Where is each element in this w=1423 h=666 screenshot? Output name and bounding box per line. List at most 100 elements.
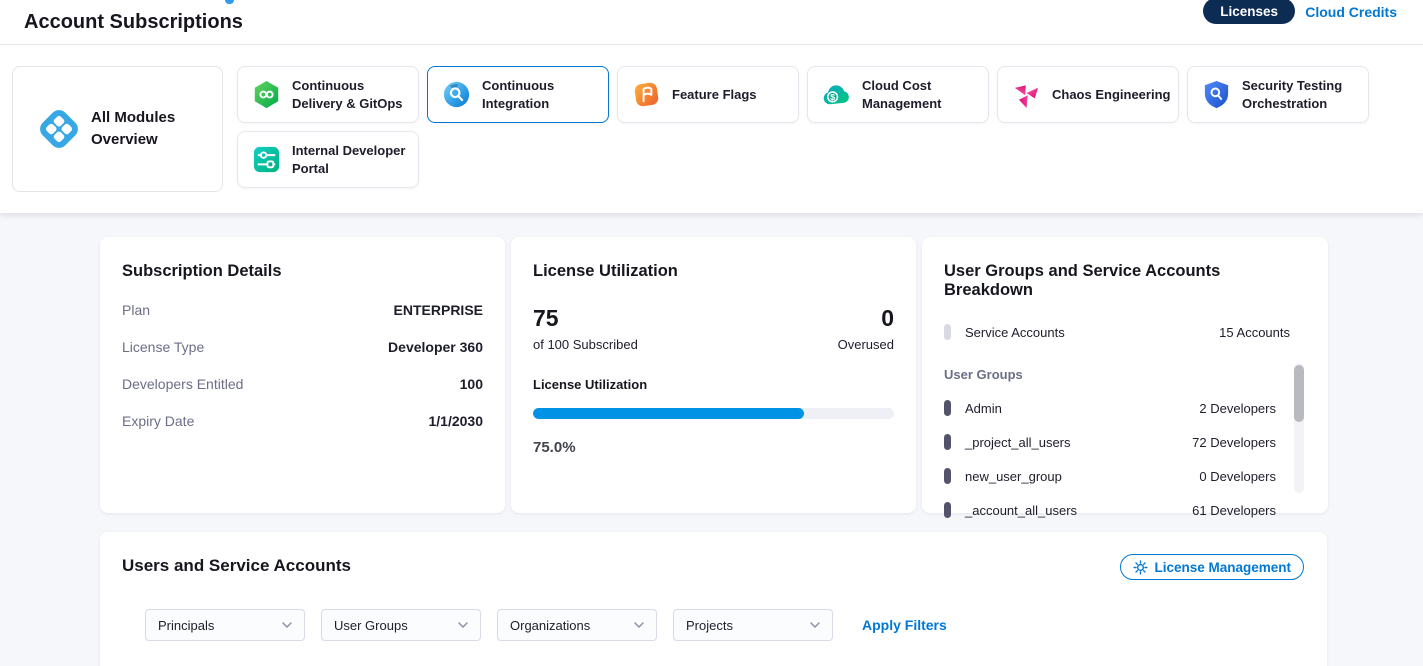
module-label: Continuous Integration <box>482 77 602 112</box>
license-management-label: License Management <box>1154 560 1291 575</box>
user-group-value: 2 Developers <box>1199 401 1276 416</box>
users-service-accounts-card: Users and Service Accounts License Manag… <box>100 532 1327 666</box>
module-card-chaos-engineering[interactable]: Chaos Engineering <box>997 66 1179 123</box>
filters-row: Principals User Groups Organizations Pro… <box>145 609 1305 641</box>
utilization-percent-label: 75.0% <box>533 439 894 456</box>
module-label: Feature Flags <box>672 86 792 104</box>
summary-cards-row: Subscription Details Plan ENTERPRISE Lic… <box>100 237 1423 513</box>
breakdown-title: User Groups and Service Accounts Breakdo… <box>944 262 1306 300</box>
plan-value: ENTERPRISE <box>394 302 483 318</box>
module-label: Cloud Cost Management <box>862 77 982 112</box>
user-group-marker <box>944 502 951 518</box>
user-group-marker <box>944 400 951 416</box>
projects-select-value: Projects <box>686 618 733 633</box>
user-group-marker <box>944 468 951 484</box>
utilization-stats-row: 75 of 100 Subscribed 0 Overused <box>533 305 894 352</box>
organizations-select-value: Organizations <box>510 618 590 633</box>
all-modules-icon <box>35 105 83 153</box>
apply-filters-link[interactable]: Apply Filters <box>862 617 947 633</box>
used-caption: of 100 Subscribed <box>533 337 638 352</box>
user-group-label: new_user_group <box>965 469 1062 484</box>
service-accounts-value: 15 Accounts <box>1219 325 1290 340</box>
service-accounts-label: Service Accounts <box>965 325 1065 340</box>
internal-developer-portal-icon <box>250 144 282 176</box>
user-group-value: 0 Developers <box>1199 469 1276 484</box>
user-group-label: _project_all_users <box>965 435 1071 450</box>
projects-select[interactable]: Projects <box>673 609 833 641</box>
module-card-cloud-cost[interactable]: $ Cloud Cost Management <box>807 66 989 123</box>
user-group-value: 72 Developers <box>1192 435 1276 450</box>
gear-icon <box>1133 560 1148 575</box>
module-card-continuous-integration[interactable]: Continuous Integration <box>427 66 609 123</box>
used-count: 75 <box>533 305 638 332</box>
licenses-tab[interactable]: Licenses <box>1203 0 1295 24</box>
user-groups-heading: User Groups <box>944 367 1306 382</box>
user-group-row: _project_all_users 72 Developers <box>944 434 1276 450</box>
cd-gitops-icon <box>250 79 282 111</box>
user-group-row: new_user_group 0 Developers <box>944 468 1276 484</box>
page-header: Account Subscriptions Licenses Cloud Cre… <box>0 0 1423 45</box>
module-card-internal-developer-portal[interactable]: Internal Developer Portal <box>237 131 419 188</box>
module-label: Security Testing Orchestration <box>1242 77 1362 112</box>
cloud-cost-icon: $ <box>820 79 852 111</box>
license-type-value: Developer 360 <box>388 339 483 355</box>
module-card-feature-flags[interactable]: Feature Flags <box>617 66 799 123</box>
license-type-label: License Type <box>122 339 204 355</box>
expiry-date-row: Expiry Date 1/1/2030 <box>122 413 483 429</box>
all-modules-overview-card[interactable]: All Modules Overview <box>12 66 223 192</box>
chevron-down-icon <box>634 622 644 628</box>
user-groups-select-value: User Groups <box>334 618 408 633</box>
user-groups-list: Admin 2 Developers _project_all_users 72… <box>944 400 1306 518</box>
module-label: Chaos Engineering <box>1052 86 1172 104</box>
user-group-marker <box>944 434 951 450</box>
principals-select[interactable]: Principals <box>145 609 305 641</box>
service-accounts-marker <box>944 324 951 340</box>
module-label: Continuous Delivery & GitOps <box>292 77 412 112</box>
overused-caption: Overused <box>838 337 894 352</box>
breakdown-scrollbar-track[interactable] <box>1294 363 1304 493</box>
user-group-row: Admin 2 Developers <box>944 400 1276 416</box>
subscription-details-title: Subscription Details <box>122 262 483 281</box>
license-utilization-fill <box>533 408 804 419</box>
chevron-down-icon <box>458 622 468 628</box>
breakdown-card: User Groups and Service Accounts Breakdo… <box>922 237 1328 513</box>
plan-label: Plan <box>122 302 150 318</box>
overused-count: 0 <box>838 305 894 332</box>
expiry-date-value: 1/1/2030 <box>429 413 484 429</box>
license-utilization-card: License Utilization 75 of 100 Subscribed… <box>511 237 916 513</box>
used-stat: 75 of 100 Subscribed <box>533 305 638 352</box>
user-group-value: 61 Developers <box>1192 503 1276 518</box>
developers-entitled-value: 100 <box>460 376 483 392</box>
svg-text:$: $ <box>830 92 835 102</box>
license-utilization-title: License Utilization <box>533 262 894 281</box>
security-testing-icon <box>1200 79 1232 111</box>
license-utilization-track <box>533 408 894 419</box>
user-groups-select[interactable]: User Groups <box>321 609 481 641</box>
overused-stat: 0 Overused <box>838 305 894 352</box>
service-accounts-row: Service Accounts 15 Accounts <box>944 324 1306 340</box>
plan-row: Plan ENTERPRISE <box>122 302 483 318</box>
license-management-button[interactable]: License Management <box>1120 554 1304 580</box>
utilization-bar-label: License Utilization <box>533 377 894 392</box>
license-type-row: License Type Developer 360 <box>122 339 483 355</box>
organizations-select[interactable]: Organizations <box>497 609 657 641</box>
breakdown-scrollbar-thumb[interactable] <box>1294 365 1304 422</box>
module-card-security-testing[interactable]: Security Testing Orchestration <box>1187 66 1369 123</box>
developers-entitled-row: Developers Entitled 100 <box>122 376 483 392</box>
module-label: Internal Developer Portal <box>292 142 412 177</box>
chaos-engineering-icon <box>1010 79 1042 111</box>
feature-flags-icon <box>630 79 662 111</box>
user-group-label: _account_all_users <box>965 503 1077 518</box>
cloud-credits-tab[interactable]: Cloud Credits <box>1305 4 1397 20</box>
chevron-down-icon <box>282 622 292 628</box>
modules-grid: Continuous Delivery & GitOps Continuous … <box>237 66 1377 192</box>
all-modules-overview-label: All Modules Overview <box>91 107 183 151</box>
ci-icon <box>440 79 472 111</box>
developers-entitled-label: Developers Entitled <box>122 376 243 392</box>
clipped-info-icon <box>225 0 234 4</box>
content-area: Subscription Details Plan ENTERPRISE Lic… <box>0 213 1423 666</box>
expiry-date-label: Expiry Date <box>122 413 194 429</box>
user-group-row: _account_all_users 61 Developers <box>944 502 1276 518</box>
page-title: Account Subscriptions <box>24 11 243 34</box>
module-card-cd-gitops[interactable]: Continuous Delivery & GitOps <box>237 66 419 123</box>
